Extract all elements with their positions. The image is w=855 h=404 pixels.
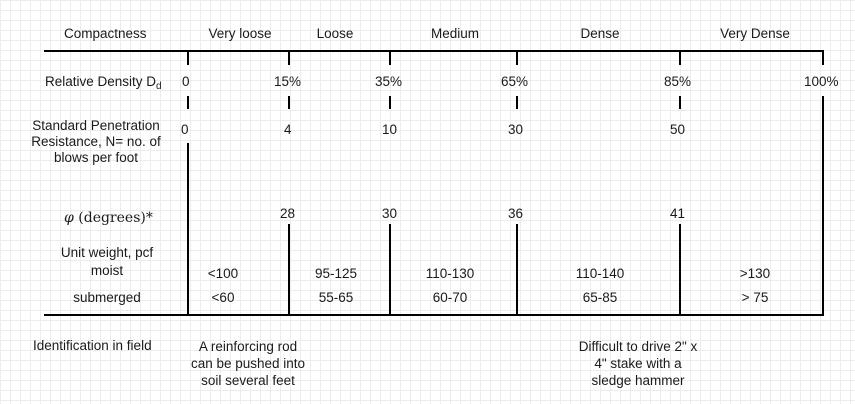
loose-identification-line-1: A reinforcing rod xyxy=(198,339,298,354)
divider-1-seg-a xyxy=(288,51,290,65)
phi-label: φ (degrees)* xyxy=(64,210,153,226)
density-value-15: 15% xyxy=(274,74,302,89)
spt-value-50: 50 xyxy=(670,122,686,137)
divider-4-seg-c xyxy=(679,224,681,315)
moist-label: moist xyxy=(90,263,124,278)
dense-identification-line-2: 4" stake with a xyxy=(594,356,682,371)
top-rule xyxy=(44,50,824,52)
density-value-35: 35% xyxy=(375,74,403,89)
category-dense: Dense xyxy=(580,26,620,41)
submerged-value-very-dense: > 75 xyxy=(741,290,769,305)
divider-0-seg-a xyxy=(187,51,189,65)
divider-0-seg-b xyxy=(187,96,189,109)
loose-identification-line-3: soil several feet xyxy=(201,373,295,388)
relative-density-subscript: d xyxy=(156,81,162,92)
submerged-value-dense: 65-85 xyxy=(582,290,618,305)
phi-value-41: 41 xyxy=(670,206,686,221)
density-value-85: 85% xyxy=(664,74,692,89)
spt-value-10: 10 xyxy=(382,122,398,137)
phi-value-36: 36 xyxy=(508,206,524,221)
divider-1-seg-b xyxy=(288,96,290,109)
spt-value-4: 4 xyxy=(284,122,292,137)
dense-identification-line-1: Difficult to drive 2" x xyxy=(578,339,698,354)
spt-label-line-3: blows per foot xyxy=(53,150,139,165)
moist-value-very-loose: <100 xyxy=(207,266,239,281)
dense-identification-line-3: sledge hammer xyxy=(591,373,685,388)
moist-value-loose: 95-125 xyxy=(314,266,358,281)
divider-1-seg-c xyxy=(288,224,290,315)
divider-4-seg-a xyxy=(679,51,681,65)
divider-2-seg-c xyxy=(389,224,391,315)
submerged-value-loose: 55-65 xyxy=(318,290,354,305)
phi-symbol: φ xyxy=(64,210,74,226)
compactness-label: Compactness xyxy=(64,26,147,41)
category-medium: Medium xyxy=(430,26,479,41)
moist-value-very-dense: >130 xyxy=(739,266,771,281)
divider-3-seg-c xyxy=(516,224,518,315)
category-very-loose: Very loose xyxy=(208,26,272,41)
submerged-label: submerged xyxy=(73,290,141,305)
spt-value-0: 0 xyxy=(181,122,189,137)
bottom-rule xyxy=(44,314,824,316)
identification-label: Identification in field xyxy=(33,338,152,353)
loose-identification-line-2: can be pushed into xyxy=(190,356,306,371)
spt-value-30: 30 xyxy=(508,122,524,137)
divider-3-seg-a xyxy=(516,51,518,65)
unit-weight-label: Unit weight, pcf xyxy=(60,245,154,260)
density-value-65: 65% xyxy=(501,74,529,89)
phi-value-30: 30 xyxy=(382,206,398,221)
category-very-dense: Very Dense xyxy=(720,26,790,41)
divider-5-seg-b xyxy=(822,96,824,315)
relative-density-label: Relative Density Dd xyxy=(45,74,162,92)
submerged-value-very-loose: <60 xyxy=(211,290,235,305)
density-value-100: 100% xyxy=(804,74,839,89)
moist-value-medium: 110-130 xyxy=(425,266,475,281)
divider-3-seg-b xyxy=(516,96,518,109)
moist-value-dense: 110-140 xyxy=(575,266,625,281)
divider-5-seg-a xyxy=(822,51,824,65)
spt-label-line-2: Resistance, N= no. of xyxy=(31,134,161,149)
divider-4-seg-b xyxy=(679,96,681,109)
divider-0-seg-c xyxy=(187,143,189,315)
spt-label-line-1: Standard Penetration xyxy=(32,118,160,133)
category-loose: Loose xyxy=(316,26,354,41)
phi-value-28: 28 xyxy=(280,206,296,221)
submerged-value-medium: 60-70 xyxy=(432,290,468,305)
divider-2-seg-a xyxy=(389,51,391,65)
density-value-0: 0 xyxy=(182,74,190,89)
divider-2-seg-b xyxy=(389,96,391,109)
